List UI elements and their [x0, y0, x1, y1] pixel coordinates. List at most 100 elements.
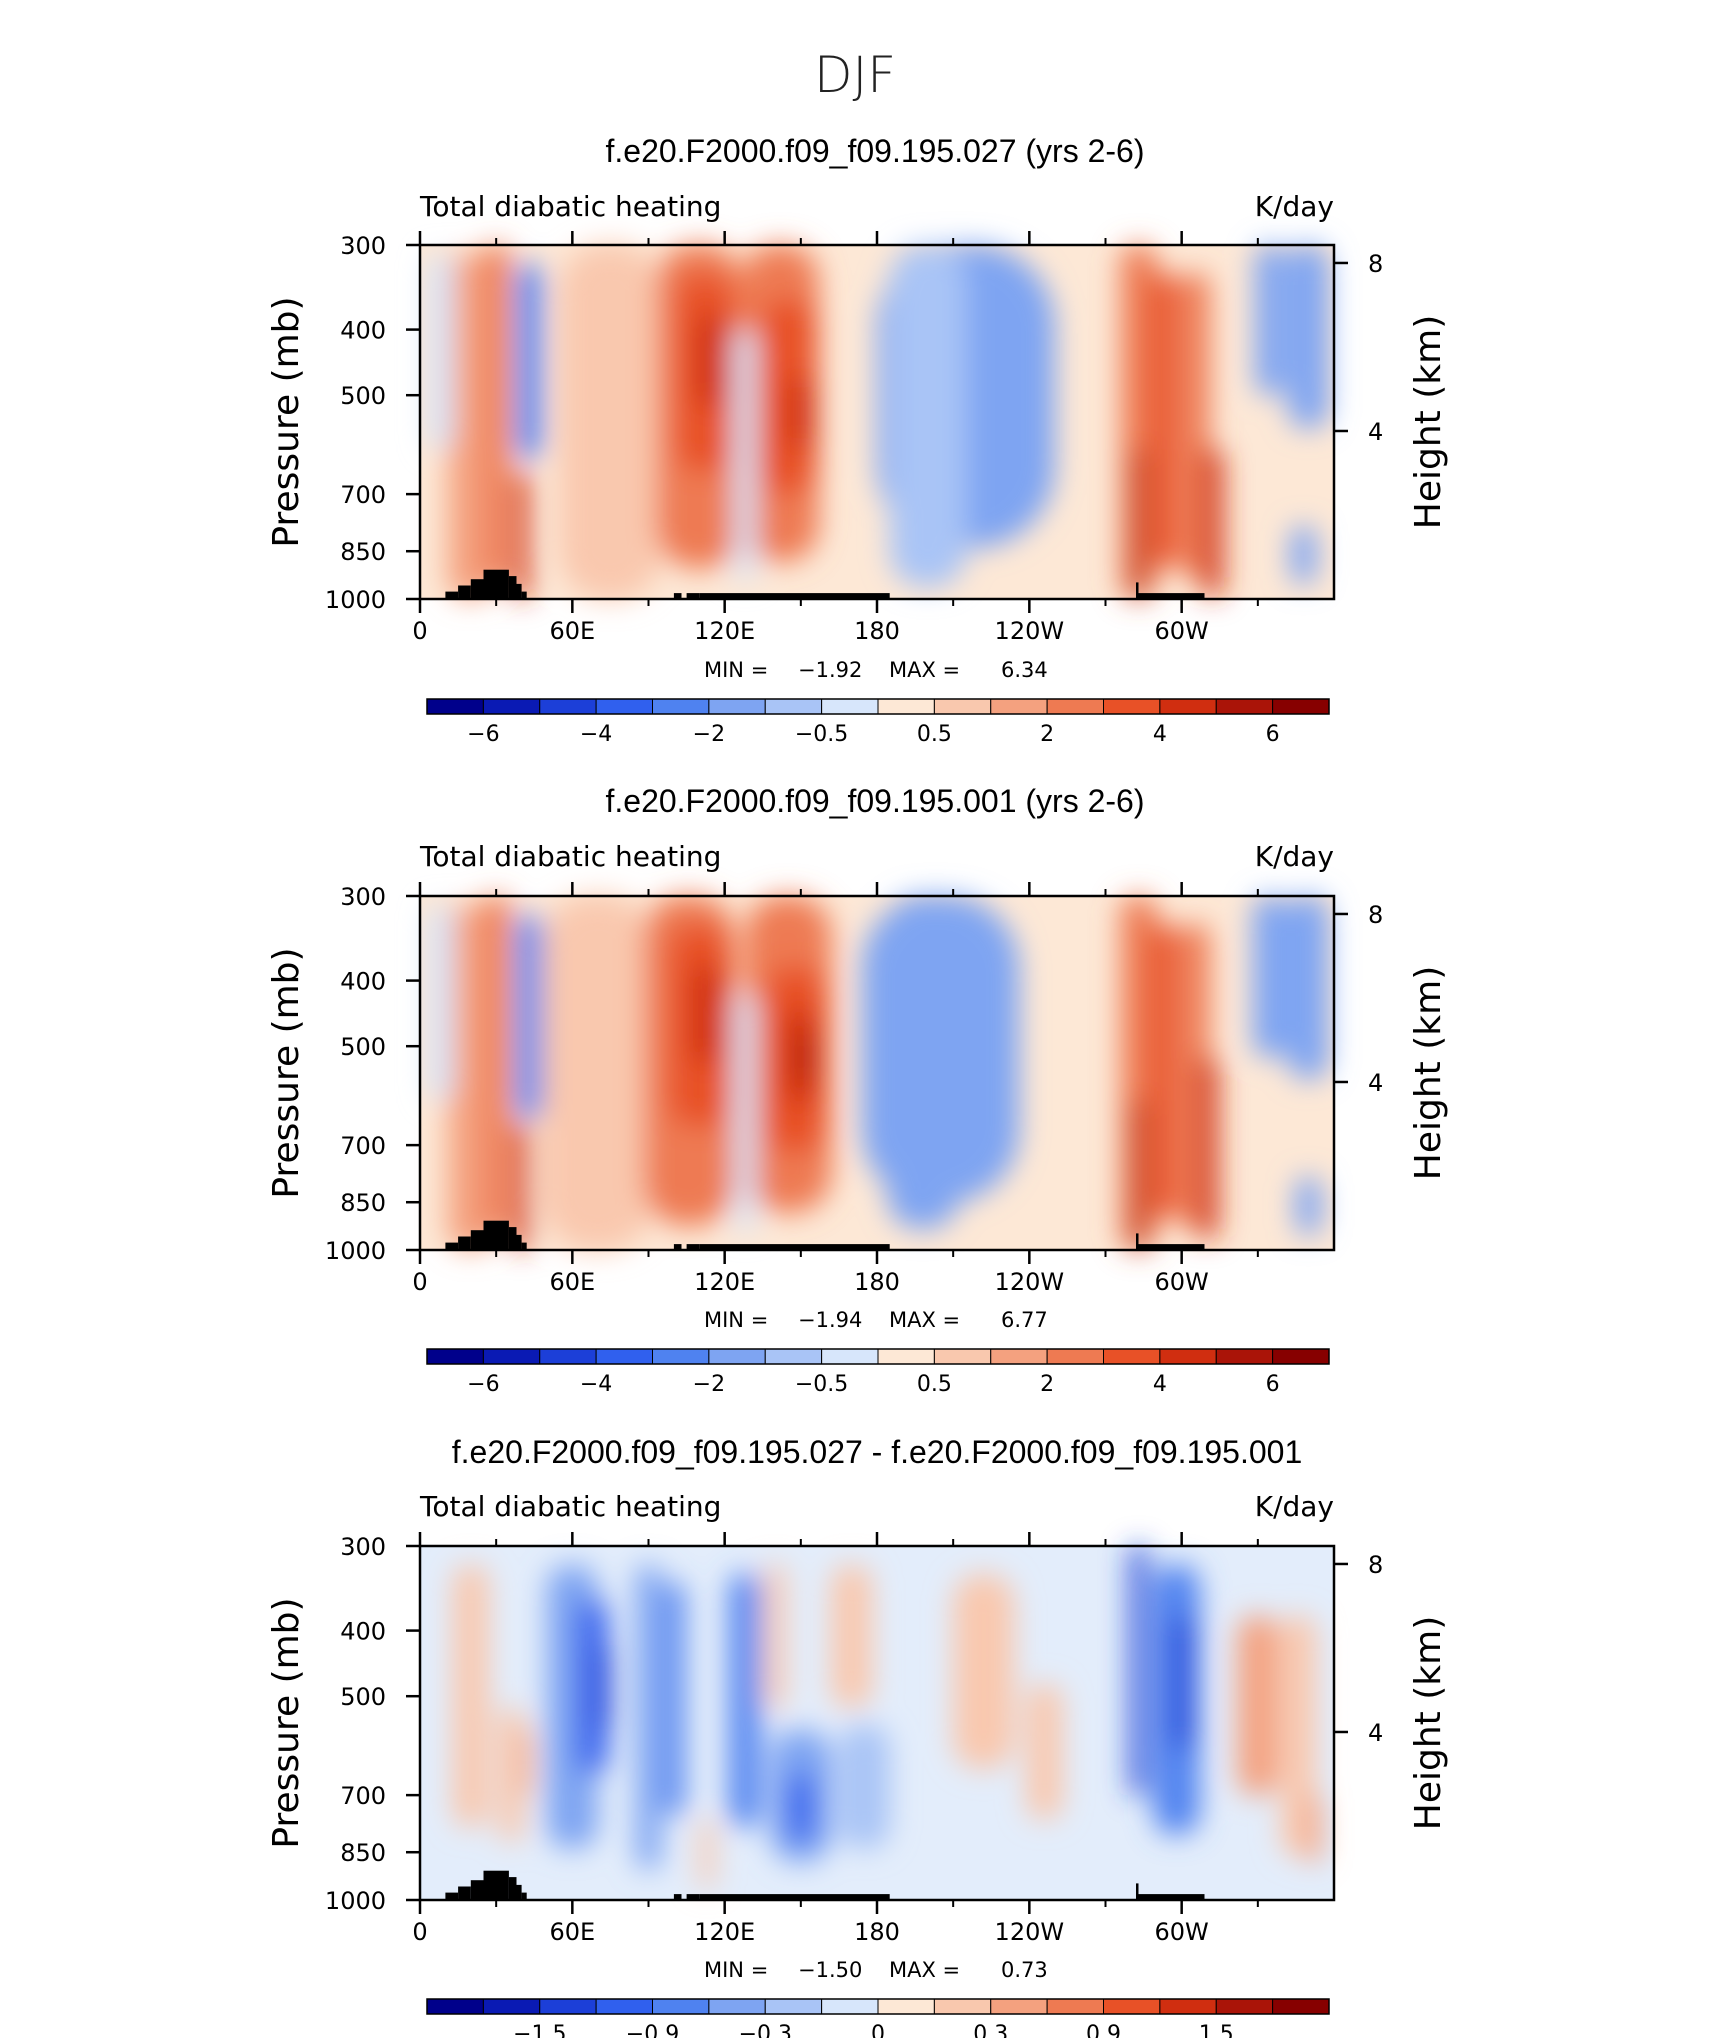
x-tick-label: 60W: [1155, 1918, 1209, 1946]
colorbar-box: [821, 698, 879, 715]
colorbar-label: −0.5: [795, 1372, 848, 1397]
panel-3-contour-region: [1280, 1615, 1317, 1856]
panel-3-units-label: K/day: [1255, 1490, 1334, 1523]
x-tick-label: 0: [412, 1918, 427, 1946]
panel-2-contour-region: [798, 1034, 814, 1080]
x-tick-label: 60E: [549, 1918, 595, 1946]
panel-1-contour-region: [1202, 448, 1223, 596]
panel-1-contour-region: [1120, 245, 1157, 599]
panel-3-contour-region: [498, 1707, 525, 1842]
colorbar-label: 4: [1153, 722, 1167, 747]
colorbar-box: [1215, 1998, 1274, 2015]
panel-3-contour-region: [635, 1565, 662, 1869]
topography-block: [673, 593, 682, 599]
colorbar-label: 6: [1266, 1372, 1280, 1397]
height-tick-label: 4: [1368, 1069, 1383, 1097]
panel-3-contour-region: [1026, 1684, 1063, 1820]
topography-block: [673, 1244, 682, 1250]
panel-1-units-label: K/day: [1255, 190, 1334, 223]
y-tick-label: 700: [340, 1782, 386, 1810]
panel-2-contour-region: [516, 915, 542, 1119]
panel-2-right-axis-label: Height (km): [1408, 966, 1449, 1180]
panel-1-contour-region: [788, 377, 814, 449]
colorbar-box: [482, 1998, 541, 2015]
panel-2-max-label: MAX =: [889, 1308, 960, 1332]
panel-1-contour-region: [1290, 525, 1317, 584]
colorbar-label: 0.5: [917, 722, 952, 747]
panel-2-min-value: −1.94: [798, 1308, 862, 1332]
colorbar-label: −6: [467, 722, 499, 747]
panel-1-min-label: MIN =: [704, 658, 768, 682]
panel-3-contour-region: [838, 1724, 890, 1849]
panel-2-title: f.e20.F2000.f09_f09.195.001 (yrs 2-6): [605, 783, 1144, 819]
height-tick-label: 4: [1368, 418, 1383, 446]
topography-block: [470, 1230, 484, 1250]
topography-block: [686, 1894, 700, 1900]
panel-3-y-axis-label: Pressure (mb): [266, 1597, 307, 1848]
colorbar-box: [1103, 698, 1161, 715]
panel-1-y-axis-label: Pressure (mb): [266, 296, 307, 547]
colorbar-box: [1215, 1348, 1274, 1365]
panel-1-contour-region: [696, 314, 728, 407]
topography-block: [458, 1236, 471, 1250]
y-tick-label: 400: [340, 1618, 386, 1646]
colorbar-box: [821, 1348, 879, 1365]
x-tick-label: 0: [412, 1268, 427, 1296]
panel-1: f.e20.F2000.f09_f09.195.027 (yrs 2-6) To…: [266, 133, 1449, 747]
colorbar-box: [1159, 1998, 1217, 2015]
height-tick-label: 8: [1368, 250, 1383, 278]
colorbar-label: 4: [1153, 1372, 1167, 1397]
y-tick-label: 500: [340, 1033, 386, 1061]
panel-3-min-max: MIN = −1.50 MAX = 0.73: [704, 1958, 1048, 1982]
x-tick-label: 60E: [549, 1268, 595, 1296]
panel-1-contour-region: [1288, 245, 1329, 429]
colorbar-box: [595, 1998, 654, 2015]
colorbar-box: [1103, 1348, 1161, 1365]
x-tick-label: 0: [412, 617, 427, 645]
y-tick-label: 850: [340, 1839, 386, 1867]
panel-1-max-label: MAX =: [889, 658, 960, 682]
colorbar-box: [1272, 1998, 1330, 2015]
colorbar-label: 0.5: [917, 1372, 952, 1397]
colorbar-label: −4: [580, 1372, 612, 1397]
colorbar-label: 2: [1040, 1372, 1054, 1397]
colorbar-label: 0.9: [1086, 2022, 1121, 2038]
panel-3-contour-region: [577, 1599, 608, 1774]
topography-block: [470, 579, 484, 599]
x-tick-label: 120E: [694, 617, 755, 645]
colorbar-label: −2: [693, 1372, 725, 1397]
colorbar-label: −0.5: [795, 722, 848, 747]
x-tick-label: 120W: [995, 1268, 1065, 1296]
colorbar-box: [426, 698, 484, 715]
panel-3-contour-region: [1306, 1795, 1322, 1863]
height-tick-label: 4: [1368, 1719, 1383, 1747]
height-tick-label: 8: [1368, 901, 1383, 929]
panel-3-contour-region: [699, 1819, 715, 1888]
panel-1-min-value: −1.92: [798, 658, 862, 682]
panel-1-max-value: 6.34: [1001, 658, 1048, 682]
panel-1-right-axis-label: Height (km): [1408, 315, 1449, 529]
colorbar-box: [1272, 1348, 1330, 1365]
colorbar-box: [1046, 1348, 1105, 1365]
panel-2-contour-region: [1120, 896, 1157, 1250]
panel-2-min-max: MIN = −1.94 MAX = 6.77: [704, 1308, 1048, 1332]
colorbar-label: 6: [1266, 722, 1280, 747]
panel-1-min-max: MIN = −1.92 MAX = 6.34: [704, 658, 1048, 682]
panel-2-contour-region: [1196, 1057, 1218, 1238]
panel-3-contour-region: [788, 1773, 814, 1842]
colorbar-box: [708, 698, 766, 715]
colorbar-label: 0.3: [973, 2022, 1008, 2038]
topography-block: [699, 593, 890, 599]
panel-3-contour-region: [595, 1644, 611, 1730]
topography-block: [445, 591, 459, 599]
colorbar-box: [1159, 698, 1217, 715]
panel-1-colorbar: −6 −4 −2 −0.5 0.5 2 4 6: [426, 698, 1330, 747]
topography-block: [521, 1892, 527, 1900]
colorbar-box: [482, 1348, 541, 1365]
colorbar-box: [990, 1348, 1048, 1365]
x-tick-label: 60W: [1155, 1268, 1209, 1296]
y-tick-label: 400: [340, 968, 386, 996]
topography-block: [1138, 593, 1205, 599]
y-tick-label: 1000: [325, 1237, 386, 1265]
